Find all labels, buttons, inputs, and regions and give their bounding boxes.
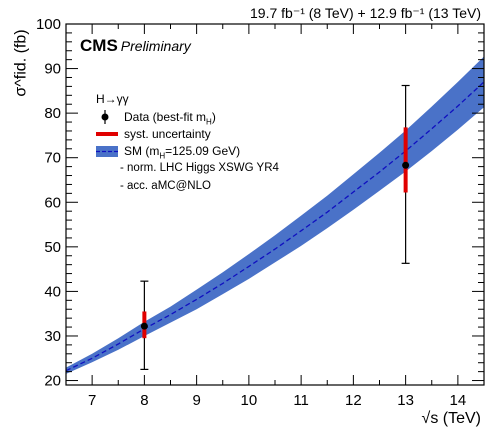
cms-label: CMS Preliminary	[80, 36, 191, 56]
legend-sm-label: SM (m	[124, 144, 160, 158]
legend-acc: - acc. aMC@NLO	[120, 180, 211, 192]
y-tick-label: 70	[44, 150, 61, 167]
x-tick-label: 8	[140, 392, 148, 409]
legend-sm-band	[96, 146, 118, 157]
y-tick-label: 20	[44, 373, 61, 390]
x-tick-label: 12	[345, 392, 362, 409]
legend-sm-end: =125.09 GeV)	[165, 144, 241, 158]
x-tick-label: 10	[241, 392, 258, 409]
legend-data-label: Data (best-fit m	[124, 110, 207, 124]
y-tick-label: 60	[44, 194, 61, 211]
y-tick-label: 80	[44, 105, 61, 122]
cms-text: CMS	[80, 36, 118, 55]
y-tick-label: 50	[44, 239, 61, 256]
y-tick-label: 100	[36, 16, 61, 33]
preliminary-text: Preliminary	[120, 38, 191, 54]
legend-norm: - norm. LHC Higgs XSWG YR4	[120, 162, 279, 174]
legend-data-marker	[101, 113, 109, 121]
luminosity-label: 19.7 fb⁻¹ (8 TeV) + 12.9 fb⁻¹ (13 TeV)	[250, 5, 481, 21]
legend-title: H→γγ	[96, 92, 129, 106]
x-tick-label: 11	[293, 392, 309, 409]
sm-band	[66, 56, 484, 374]
legend-data-end: )	[211, 110, 216, 124]
data-point	[402, 161, 410, 169]
legend-sm-sub: H	[159, 151, 166, 161]
legend-data: Data (best-fit mH)	[124, 110, 216, 126]
y-tick-label: 90	[44, 61, 61, 78]
x-tick-label: 13	[397, 392, 414, 409]
plot-frame	[65, 23, 485, 386]
legend-syst: syst. uncertainty	[124, 127, 211, 141]
x-axis-label: √s (TeV)	[421, 410, 481, 427]
x-tick-label: 9	[192, 392, 200, 409]
y-tick-label: 30	[44, 328, 61, 345]
y-axis-label: σ^fid. (fb)	[12, 29, 30, 97]
data-point	[140, 322, 148, 330]
x-tick-label: 14	[450, 392, 467, 409]
sm-central-line	[65, 81, 485, 372]
legend-data-sub: H	[206, 117, 212, 127]
legend-sm: SM (mH=125.09 GeV)	[124, 144, 240, 160]
y-tick-label: 40	[44, 283, 61, 300]
x-tick-label: 7	[88, 392, 96, 409]
